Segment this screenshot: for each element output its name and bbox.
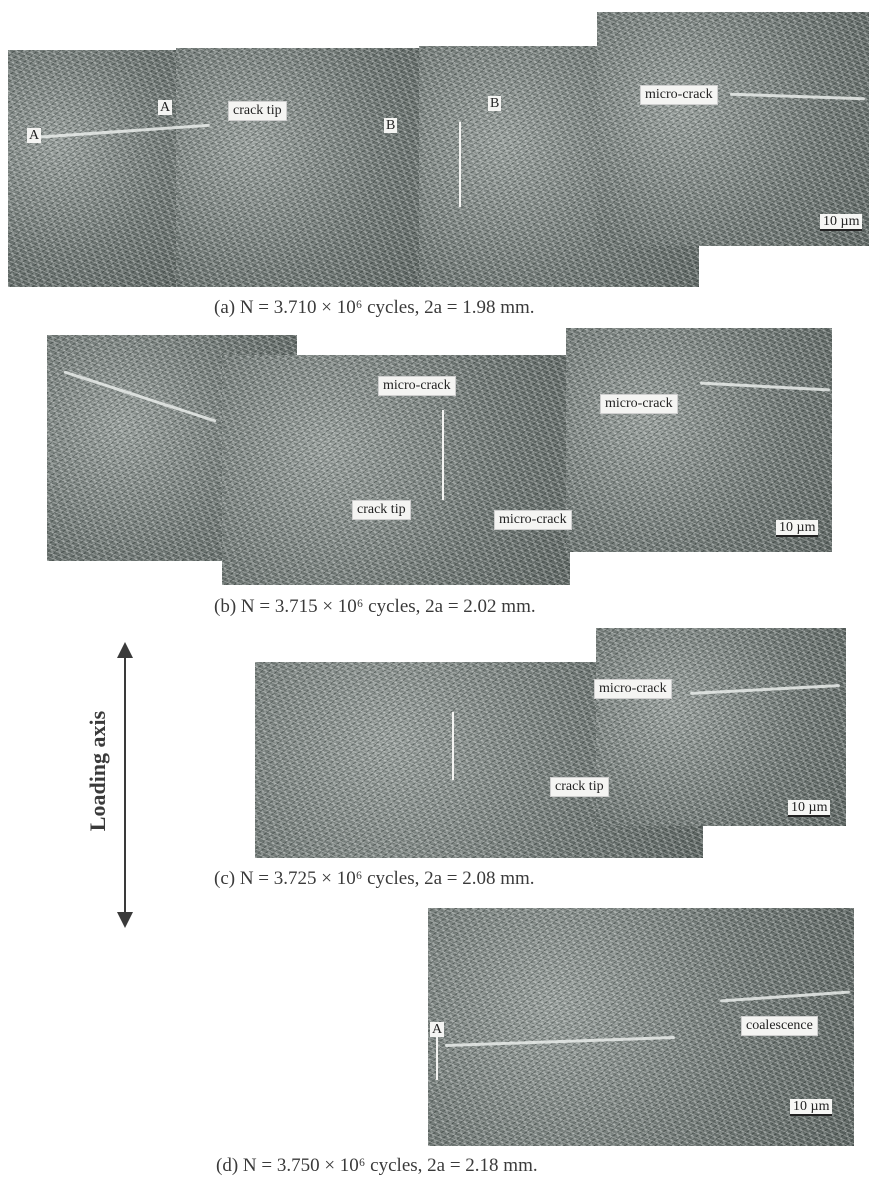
scale-bar-c: 10 µm — [788, 800, 831, 817]
marker-a-3: B — [384, 118, 398, 133]
scale-bar-b: 10 µm — [776, 520, 819, 537]
scale-bar-a: 10 µm — [820, 214, 863, 231]
marker-a-4: B — [488, 96, 502, 111]
label-micro-crack-c: micro-crack — [594, 679, 672, 699]
label-micro-crack-b-3: micro-crack — [494, 510, 572, 530]
caption-c: (c) N = 3.725 × 10⁶ cycles, 2a = 2.08 mm… — [214, 868, 535, 889]
caption-a: (a) N = 3.710 × 10⁶ cycles, 2a = 1.98 mm… — [214, 297, 535, 318]
label-crack-tip-a: crack tip — [228, 101, 287, 121]
caption-b: (b) N = 3.715 × 10⁶ cycles, 2a = 2.02 mm… — [214, 596, 536, 617]
scale-bar-d: 10 µm — [790, 1099, 833, 1116]
label-micro-crack-a: micro-crack — [640, 85, 718, 105]
label-crack-tip-c: crack tip — [550, 777, 609, 797]
loading-axis-label: Loading axis — [85, 710, 110, 832]
label-micro-crack-b-1: micro-crack — [378, 376, 456, 396]
label-crack-tip-b: crack tip — [352, 500, 411, 520]
label-micro-crack-b-2: micro-crack — [600, 394, 678, 414]
marker-a-1: A — [27, 128, 42, 143]
marker-d-1: A — [430, 1022, 445, 1037]
loading-axis-arrow-icon — [117, 642, 133, 928]
marker-a-2: A — [158, 100, 173, 115]
caption-d: (d) N = 3.750 × 10⁶ cycles, 2a = 2.18 mm… — [216, 1155, 538, 1176]
label-coalescence-d: coalescence — [741, 1016, 818, 1036]
